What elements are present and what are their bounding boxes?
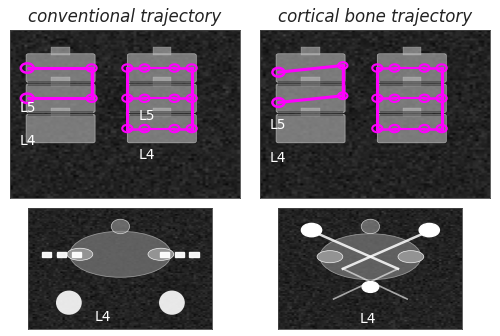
FancyBboxPatch shape	[26, 84, 95, 113]
Bar	[52, 77, 70, 86]
Text: conventional trajectory: conventional trajectory	[28, 8, 222, 26]
FancyBboxPatch shape	[26, 114, 95, 143]
Bar	[302, 47, 320, 55]
Ellipse shape	[70, 231, 171, 277]
Bar	[302, 77, 320, 86]
Bar	[278, 81, 343, 86]
Bar	[302, 108, 320, 116]
Ellipse shape	[398, 251, 424, 263]
FancyBboxPatch shape	[378, 114, 446, 143]
Text: L5: L5	[139, 109, 156, 123]
Bar	[152, 108, 171, 116]
Bar	[402, 47, 421, 55]
Text: L4: L4	[360, 312, 376, 326]
Bar	[130, 111, 194, 116]
Bar	[380, 111, 444, 116]
Bar	[130, 81, 194, 86]
Circle shape	[419, 223, 440, 237]
Bar	[28, 111, 93, 116]
Bar	[152, 77, 171, 86]
Bar	[57, 252, 66, 257]
Bar	[402, 77, 421, 86]
Bar	[28, 81, 93, 86]
FancyBboxPatch shape	[378, 84, 446, 113]
Bar	[174, 252, 184, 257]
FancyBboxPatch shape	[128, 84, 196, 113]
Ellipse shape	[317, 251, 343, 263]
Bar	[402, 108, 421, 116]
Bar	[160, 252, 169, 257]
Text: L4: L4	[19, 134, 36, 149]
FancyBboxPatch shape	[128, 114, 196, 143]
Bar	[380, 81, 444, 86]
Text: cortical bone trajectory: cortical bone trajectory	[278, 8, 472, 26]
Ellipse shape	[320, 234, 421, 280]
FancyBboxPatch shape	[276, 54, 345, 82]
FancyBboxPatch shape	[128, 54, 196, 82]
Ellipse shape	[56, 291, 82, 315]
Ellipse shape	[148, 248, 174, 260]
Ellipse shape	[159, 291, 185, 315]
Bar	[52, 108, 70, 116]
Bar	[52, 47, 70, 55]
Text: L5: L5	[269, 118, 285, 132]
Text: L4: L4	[94, 310, 111, 324]
FancyBboxPatch shape	[378, 54, 446, 82]
Text: L4: L4	[139, 148, 156, 162]
Ellipse shape	[361, 219, 380, 234]
Bar	[72, 252, 81, 257]
Circle shape	[362, 282, 378, 292]
Bar	[190, 252, 198, 257]
FancyBboxPatch shape	[276, 114, 345, 143]
Bar	[42, 252, 51, 257]
Bar	[278, 111, 343, 116]
Bar	[152, 47, 171, 55]
Text: L4: L4	[269, 151, 285, 165]
Ellipse shape	[67, 248, 93, 260]
FancyBboxPatch shape	[26, 54, 95, 82]
Ellipse shape	[111, 219, 130, 234]
Circle shape	[302, 223, 322, 237]
Text: L5: L5	[19, 101, 36, 115]
FancyBboxPatch shape	[276, 84, 345, 113]
